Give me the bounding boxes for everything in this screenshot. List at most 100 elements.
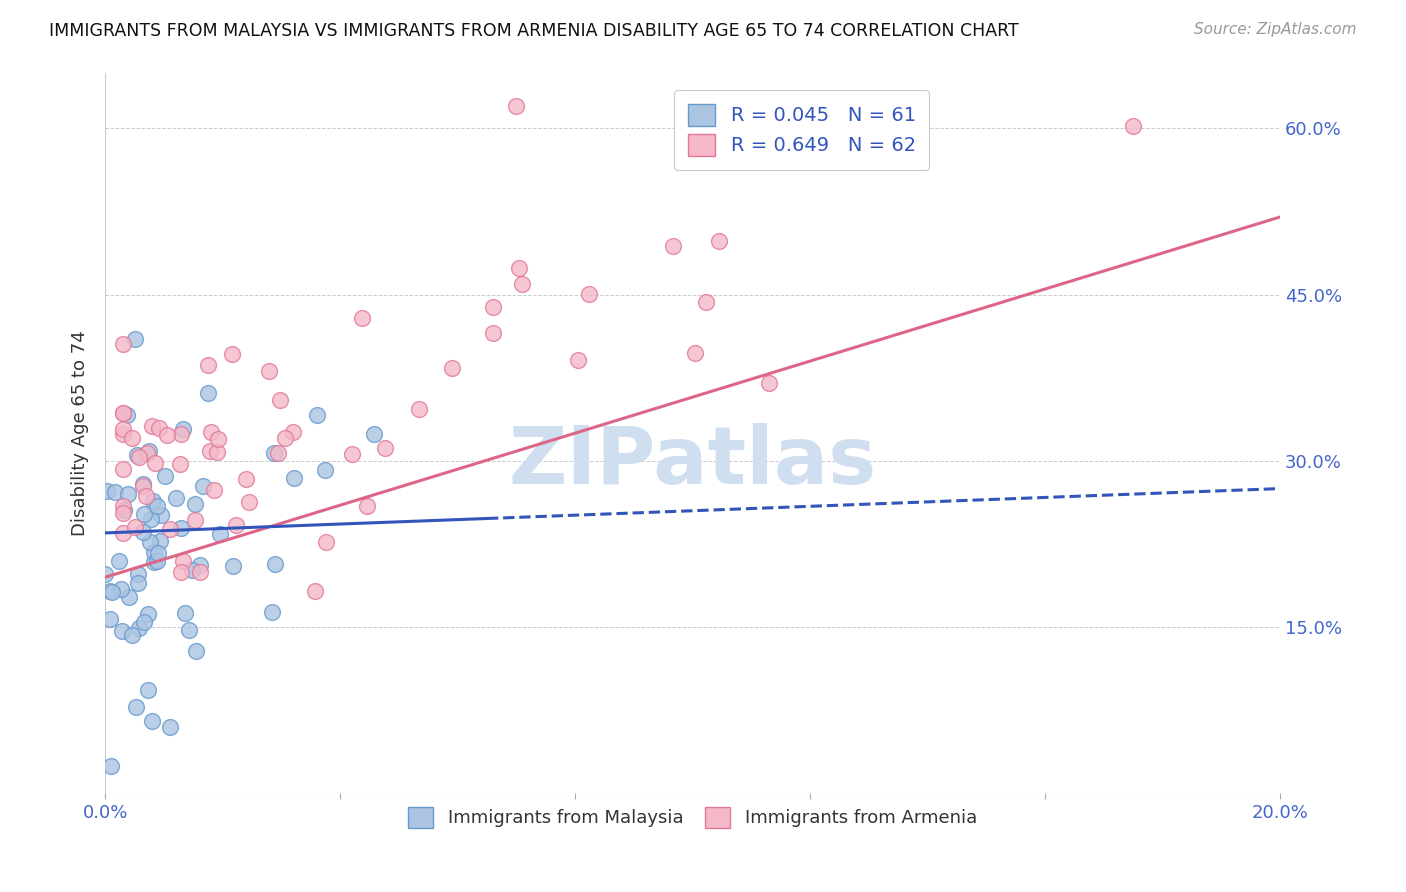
Point [314, 463, 336, 477]
Point [340, 447, 363, 461]
Point [274, 431, 297, 445]
Point [138, 535, 160, 549]
Point [202, 483, 225, 498]
Point [128, 621, 150, 635]
Y-axis label: Disability Age 65 to 74: Disability Age 65 to 74 [72, 330, 89, 536]
Point [146, 553, 169, 567]
Point [191, 479, 214, 493]
Point [508, 261, 530, 276]
Point [695, 295, 717, 310]
Point [141, 714, 163, 729]
Point [304, 584, 326, 599]
Point [408, 401, 430, 416]
Point [356, 500, 378, 514]
Point [683, 345, 706, 359]
Point [125, 700, 148, 714]
Point [315, 534, 337, 549]
Point [96, 484, 118, 499]
Point [100, 584, 122, 599]
Point [267, 446, 290, 460]
Point [127, 448, 149, 462]
Point [127, 575, 149, 590]
Point [124, 520, 146, 534]
Point [136, 446, 159, 460]
Point [283, 471, 305, 485]
Text: ZIPatlas: ZIPatlas [509, 423, 876, 501]
Point [117, 487, 139, 501]
Point [374, 441, 396, 455]
Point [134, 508, 156, 522]
Point [512, 277, 534, 291]
Point [165, 491, 187, 505]
Point [184, 513, 207, 527]
Point [132, 479, 155, 493]
Point [281, 425, 304, 439]
Point [111, 506, 134, 520]
Point [661, 239, 683, 253]
Point [124, 332, 146, 346]
Point [174, 607, 197, 621]
Point [567, 353, 589, 368]
Point [143, 555, 166, 569]
Legend: Immigrants from Malaysia, Immigrants from Armenia: Immigrants from Malaysia, Immigrants fro… [401, 799, 984, 835]
Point [170, 521, 193, 535]
Point [481, 326, 503, 341]
Point [181, 563, 204, 577]
Point [139, 512, 162, 526]
Point [269, 392, 291, 407]
Point [110, 582, 132, 596]
Point [111, 462, 134, 476]
Point [257, 364, 280, 378]
Point [111, 406, 134, 420]
Point [170, 566, 193, 580]
Point [205, 445, 228, 459]
Point [262, 606, 284, 620]
Point [207, 432, 229, 446]
Point [172, 422, 194, 436]
Point [146, 546, 169, 560]
Point [141, 418, 163, 433]
Point [169, 458, 191, 472]
Point [184, 497, 207, 511]
Point [145, 456, 167, 470]
Point [138, 444, 160, 458]
Point [221, 346, 243, 360]
Point [149, 533, 172, 548]
Point [172, 553, 194, 567]
Point [150, 508, 173, 522]
Point [352, 310, 374, 325]
Point [225, 517, 247, 532]
Point [238, 495, 260, 509]
Point [146, 500, 169, 514]
Point [188, 565, 211, 579]
Point [363, 427, 385, 442]
Point [136, 607, 159, 621]
Point [1122, 120, 1144, 134]
Point [305, 408, 328, 422]
Point [108, 554, 131, 568]
Point [111, 624, 134, 638]
Point [111, 422, 134, 436]
Point [159, 720, 181, 734]
Point [179, 624, 201, 638]
Text: IMMIGRANTS FROM MALAYSIA VS IMMIGRANTS FROM ARMENIA DISABILITY AGE 65 TO 74 CORR: IMMIGRANTS FROM MALAYSIA VS IMMIGRANTS F… [49, 22, 1019, 40]
Point [197, 386, 219, 401]
Point [578, 287, 600, 301]
Point [94, 566, 117, 581]
Point [135, 490, 157, 504]
Point [132, 477, 155, 491]
Point [200, 425, 222, 439]
Point [200, 444, 222, 458]
Point [132, 615, 155, 629]
Point [143, 545, 166, 559]
Point [235, 472, 257, 486]
Point [111, 500, 134, 514]
Point [98, 612, 121, 626]
Point [190, 558, 212, 572]
Point [112, 503, 135, 517]
Point [111, 427, 134, 442]
Point [197, 358, 219, 372]
Point [136, 683, 159, 698]
Point [121, 431, 143, 445]
Point [153, 469, 176, 483]
